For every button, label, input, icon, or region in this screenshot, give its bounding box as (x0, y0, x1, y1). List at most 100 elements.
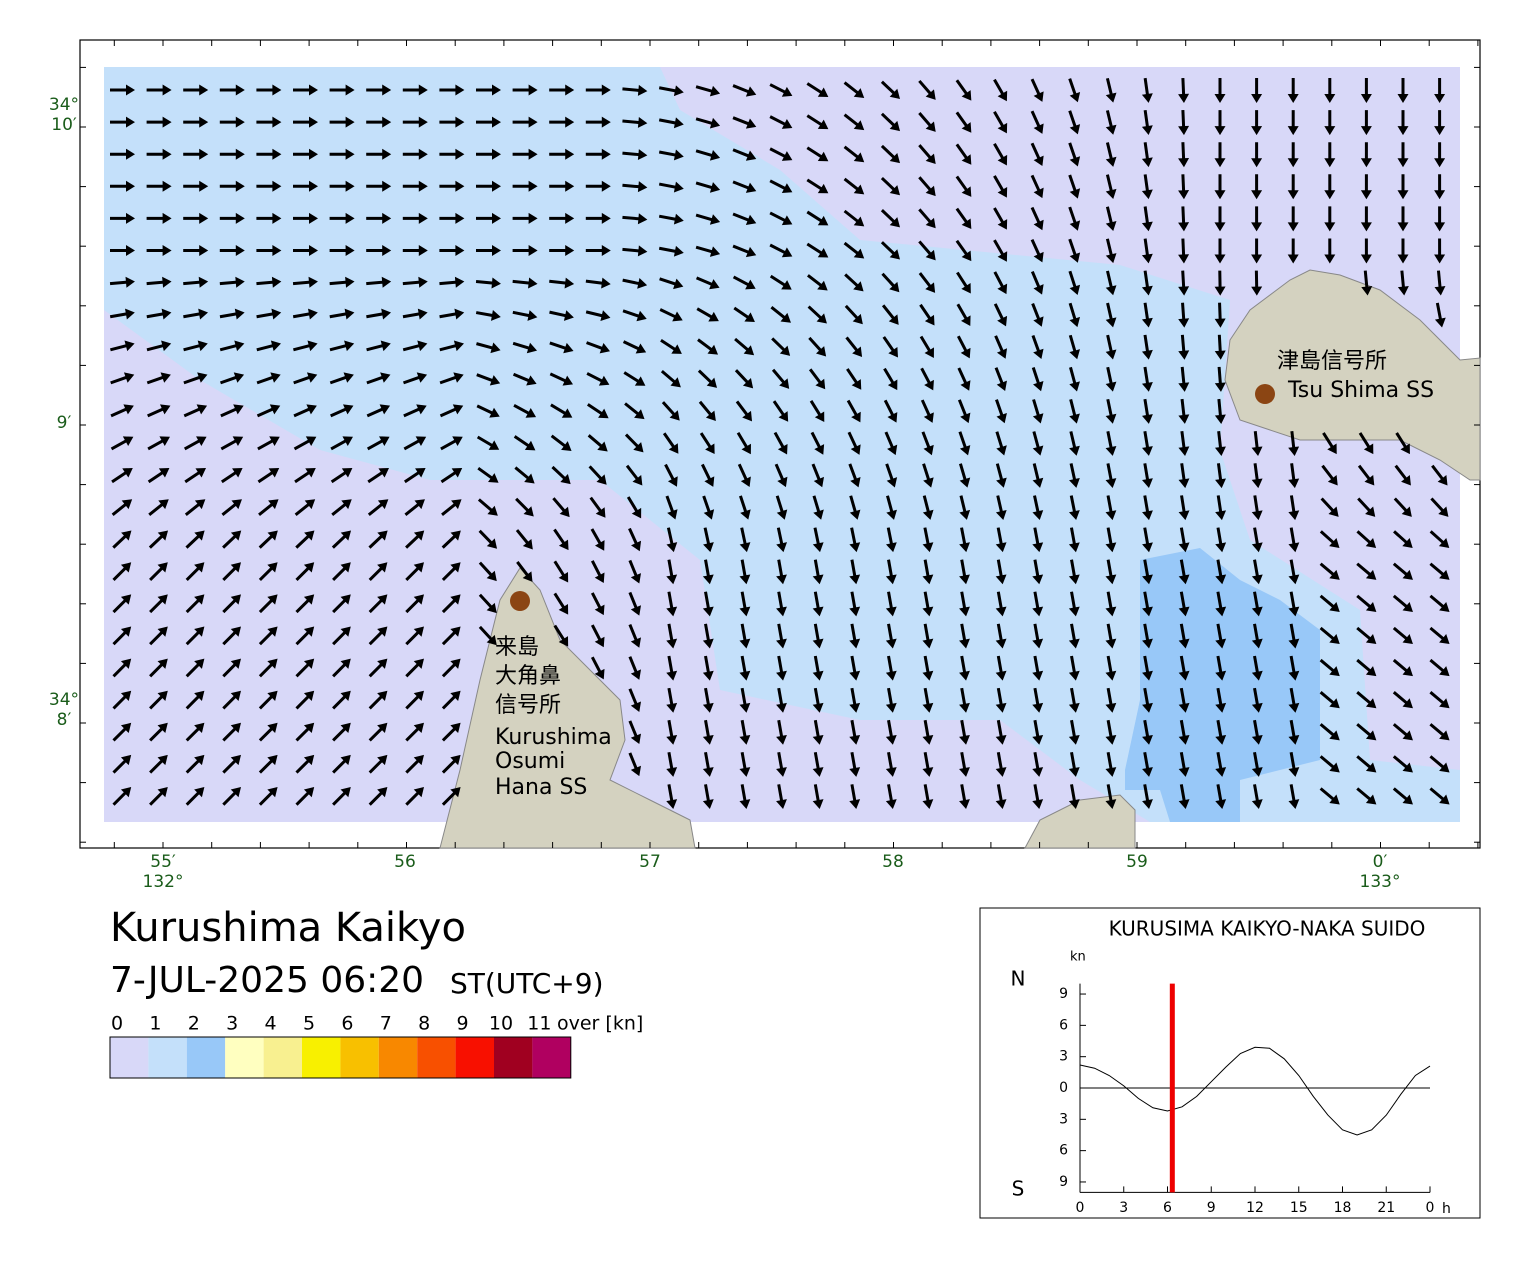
current-arrow (549, 116, 575, 128)
current-arrow (1251, 270, 1263, 296)
current-arrow (1357, 464, 1375, 486)
current-arrow (1105, 719, 1117, 745)
current-arrow (403, 467, 426, 484)
current-arrow (366, 84, 392, 96)
current-arrow (1178, 623, 1190, 649)
current-arrow (441, 594, 461, 614)
current-arrow (848, 463, 861, 488)
current-arrow (295, 690, 315, 710)
current-arrow (1434, 206, 1446, 232)
current-arrow (739, 591, 751, 617)
current-arrow (843, 81, 865, 99)
current-arrow (1105, 559, 1117, 585)
current-arrow (1178, 334, 1190, 360)
current-arrow (222, 626, 241, 646)
current-arrow (293, 372, 318, 385)
current-arrow (993, 110, 1008, 134)
current-arrow (918, 144, 936, 165)
current-arrow (112, 594, 132, 614)
current-arrow (441, 562, 461, 582)
current-arrow (512, 310, 538, 321)
current-arrow (329, 372, 354, 385)
current-arrow (589, 496, 606, 518)
current-arrow (1142, 655, 1153, 681)
current-arrow (994, 335, 1008, 359)
tide-curve (1079, 1046, 1431, 1136)
current-arrow (1434, 142, 1446, 168)
current-arrow (256, 308, 282, 320)
current-arrow (739, 719, 751, 745)
current-arrow (1215, 752, 1227, 777)
current-arrow (956, 271, 971, 294)
datetime: 7-JUL-2025 06:20 (110, 960, 424, 1001)
current-arrow (695, 276, 720, 290)
current-arrow (368, 754, 388, 774)
current-arrow (1068, 142, 1081, 167)
current-arrow (1068, 559, 1080, 585)
current-arrow (958, 431, 971, 456)
current-arrow (292, 244, 318, 256)
current-arrow (918, 176, 936, 197)
current-arrow (1431, 464, 1448, 486)
current-arrow (658, 213, 684, 225)
current-arrow (769, 243, 793, 258)
current-arrow (1030, 78, 1044, 102)
current-arrow (1141, 77, 1153, 103)
current-arrow (1032, 752, 1044, 777)
current-arrow (1141, 398, 1153, 424)
current-arrow (112, 690, 132, 710)
current-arrow (512, 148, 538, 160)
current-arrow (885, 527, 897, 553)
current-arrow (957, 399, 971, 424)
current-arrow (1105, 174, 1117, 199)
current-arrow (1287, 238, 1299, 264)
current-arrow (1397, 206, 1409, 232)
current-arrow (1251, 559, 1263, 585)
current-arrow (477, 498, 498, 516)
current-arrow (1429, 755, 1450, 773)
current-arrow (1360, 238, 1372, 264)
current-arrow (1142, 559, 1153, 585)
current-arrow (1356, 658, 1377, 677)
current-arrow (845, 336, 863, 357)
current-arrow (149, 722, 168, 742)
current-arrow (330, 404, 354, 418)
current-arrow (441, 754, 461, 774)
current-arrow (222, 722, 241, 742)
current-arrow (439, 116, 465, 128)
current-arrow (843, 241, 865, 259)
current-arrow (1392, 755, 1413, 773)
current-arrow (368, 626, 388, 646)
current-arrow (1395, 432, 1410, 455)
current-arrow (220, 436, 244, 451)
current-arrow (1320, 497, 1339, 517)
current-arrow (1392, 594, 1413, 612)
current-arrow (885, 784, 897, 810)
current-arrow (1393, 530, 1413, 549)
current-arrow (1069, 366, 1080, 392)
current-arrow (512, 84, 538, 96)
current-arrow (666, 559, 678, 585)
current-arrow (1319, 755, 1340, 773)
current-arrow (403, 404, 427, 418)
current-arrow (111, 467, 133, 484)
current-arrow (110, 372, 135, 385)
current-arrow (695, 245, 721, 257)
lat-deg: 34° (49, 690, 79, 710)
current-arrow (628, 559, 642, 584)
current-arrow (1032, 655, 1044, 681)
current-arrow (1141, 366, 1153, 392)
current-arrow (1105, 687, 1117, 713)
current-arrow (149, 594, 168, 614)
current-arrow (368, 658, 388, 678)
current-arrow (1434, 238, 1446, 264)
current-arrow (806, 82, 829, 98)
current-arrow (1251, 78, 1263, 103)
station-dot (510, 591, 530, 611)
current-arrow (1434, 174, 1446, 200)
current-arrow (329, 276, 355, 288)
current-arrow (1356, 530, 1377, 549)
current-arrow (993, 239, 1008, 262)
current-arrow (183, 276, 209, 288)
y-tick-label: 6 (1059, 1017, 1068, 1033)
